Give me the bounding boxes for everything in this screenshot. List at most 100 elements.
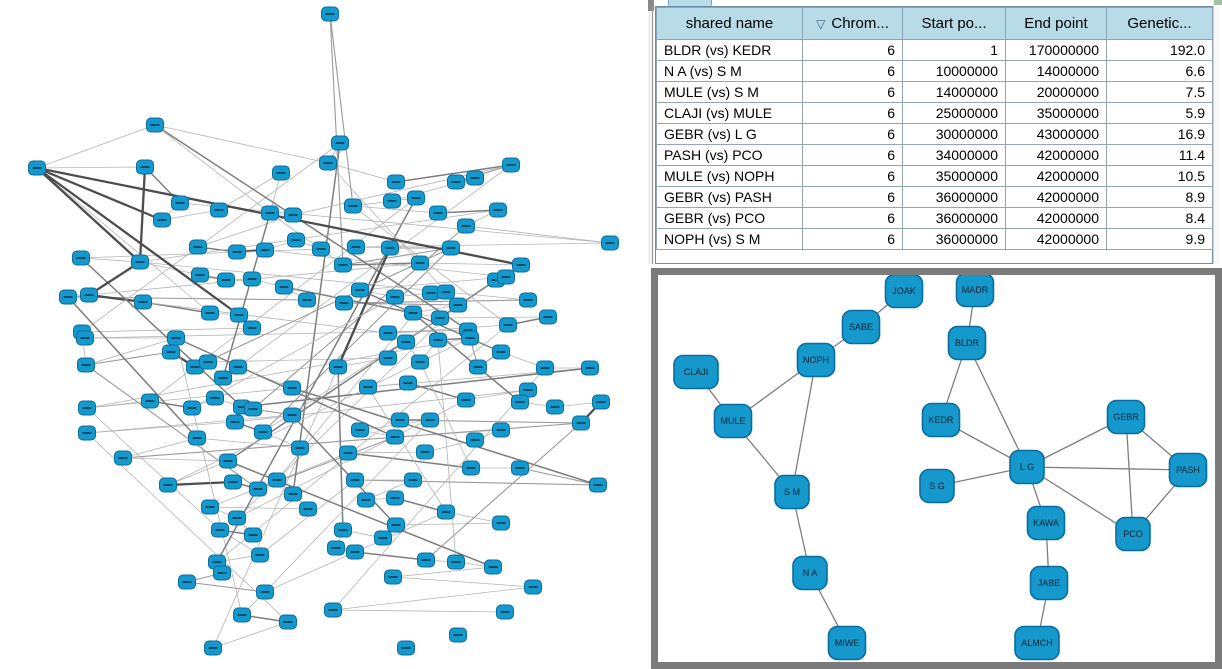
- cell-genetic[interactable]: 192.0: [1106, 39, 1213, 61]
- cell-start-position[interactable]: 14000000: [902, 81, 1006, 103]
- table-row[interactable]: GEBR (vs) PASH 6 36000000 42000000 8.9: [656, 186, 1213, 208]
- detail-edge[interactable]: [966, 342, 1028, 468]
- detail-node-mule[interactable]: MULE: [713, 403, 753, 439]
- detail-node-kedr[interactable]: KEDR: [921, 402, 961, 438]
- cell-shared-name[interactable]: GEBR (vs) PASH: [656, 186, 803, 208]
- detail-edge[interactable]: [1125, 416, 1134, 535]
- cell-shared-name[interactable]: CLAJI (vs) MULE: [656, 102, 803, 124]
- cell-start-position[interactable]: 36000000: [902, 186, 1006, 208]
- column-header-genetic[interactable]: Genetic...: [1106, 7, 1213, 40]
- cell-shared-name[interactable]: NOPH (vs) S M: [656, 228, 803, 250]
- detail-node-box[interactable]: [1026, 505, 1066, 541]
- cell-end-point[interactable]: 170000000: [1005, 39, 1107, 61]
- cell-start-position[interactable]: 30000000: [902, 123, 1006, 145]
- cell-start-position[interactable]: 35000000: [902, 165, 1006, 187]
- detail-node-box[interactable]: [792, 555, 828, 591]
- detail-node-pash[interactable]: PASH: [1168, 452, 1208, 488]
- detail-node-box[interactable]: [1106, 399, 1146, 435]
- cell-chromosome[interactable]: 6: [802, 102, 903, 124]
- table-row[interactable]: N A (vs) S M 6 10000000 14000000 6.6: [656, 60, 1213, 82]
- detail-node-box[interactable]: [947, 325, 987, 361]
- detail-node-madr[interactable]: MADR: [955, 275, 995, 308]
- cell-end-point[interactable]: 43000000: [1005, 123, 1107, 145]
- detail-node-box[interactable]: [1168, 452, 1208, 488]
- cell-end-point[interactable]: 42000000: [1005, 165, 1107, 187]
- table-row[interactable]: MULE (vs) NOPH 6 35000000 42000000 10.5: [656, 165, 1213, 187]
- detail-node-pco[interactable]: PCO: [1115, 516, 1151, 552]
- table-row[interactable]: NOPH (vs) S M 6 36000000 42000000 9.9: [656, 228, 1213, 250]
- table-row[interactable]: BLDR (vs) KEDR 6 1 170000000 192.0: [656, 39, 1213, 61]
- column-header-end-point[interactable]: End point: [1005, 7, 1107, 40]
- cell-chromosome[interactable]: 6: [802, 81, 903, 103]
- detail-node-n-a[interactable]: N A: [792, 555, 828, 591]
- column-header-chromosome[interactable]: ▽ Chrom...: [802, 7, 903, 40]
- cell-chromosome[interactable]: 6: [802, 207, 903, 229]
- overview-network-canvas[interactable]: [0, 0, 648, 669]
- cell-genetic[interactable]: 16.9: [1106, 123, 1213, 145]
- detail-node-s-m[interactable]: S M: [774, 474, 810, 510]
- cell-chromosome[interactable]: 6: [802, 123, 903, 145]
- cell-chromosome[interactable]: 6: [802, 186, 903, 208]
- cell-genetic[interactable]: 8.9: [1106, 186, 1213, 208]
- cell-shared-name[interactable]: GEBR (vs) L G: [656, 123, 803, 145]
- cell-start-position[interactable]: 10000000: [902, 60, 1006, 82]
- detail-node-box[interactable]: [1014, 625, 1060, 661]
- detail-node-box[interactable]: [673, 354, 719, 390]
- cell-chromosome[interactable]: 6: [802, 165, 903, 187]
- detail-edge[interactable]: [791, 359, 817, 493]
- cell-genetic[interactable]: 6.6: [1106, 60, 1213, 82]
- cell-chromosome[interactable]: 6: [802, 39, 903, 61]
- cell-shared-name[interactable]: PASH (vs) PCO: [656, 144, 803, 166]
- cell-genetic[interactable]: 10.5: [1106, 165, 1213, 187]
- detail-node-almch[interactable]: ALMCH: [1014, 625, 1060, 661]
- column-header-start-position[interactable]: Start po...: [902, 7, 1006, 40]
- detail-node-box[interactable]: [796, 342, 836, 378]
- cell-genetic[interactable]: 7.5: [1106, 81, 1213, 103]
- cell-end-point[interactable]: 42000000: [1005, 144, 1107, 166]
- cell-end-point[interactable]: 42000000: [1005, 228, 1107, 250]
- cell-chromosome[interactable]: 6: [802, 144, 903, 166]
- detail-node-box[interactable]: [955, 275, 995, 308]
- cell-end-point[interactable]: 14000000: [1005, 60, 1107, 82]
- detail-node-box[interactable]: [841, 309, 881, 345]
- cell-end-point[interactable]: 35000000: [1005, 102, 1107, 124]
- detail-node-claji[interactable]: CLAJI: [673, 354, 719, 390]
- table-row[interactable]: GEBR (vs) PCO 6 36000000 42000000 8.4: [656, 207, 1213, 229]
- detail-node-kawa[interactable]: KAWA: [1026, 505, 1066, 541]
- cell-genetic[interactable]: 5.9: [1106, 102, 1213, 124]
- cell-shared-name[interactable]: N A (vs) S M: [656, 60, 803, 82]
- cell-shared-name[interactable]: MULE (vs) S M: [656, 81, 803, 103]
- cell-start-position[interactable]: 34000000: [902, 144, 1006, 166]
- cell-start-position[interactable]: 1: [902, 39, 1006, 61]
- cell-shared-name[interactable]: MULE (vs) NOPH: [656, 165, 803, 187]
- detail-node-box[interactable]: [1029, 565, 1069, 601]
- detail-node-bldr[interactable]: BLDR: [947, 325, 987, 361]
- table-row[interactable]: GEBR (vs) L G 6 30000000 43000000 16.9: [656, 123, 1213, 145]
- detail-node-gebr[interactable]: GEBR: [1106, 399, 1146, 435]
- detail-node-box[interactable]: [1009, 449, 1045, 485]
- filter-icon[interactable]: ▽: [816, 17, 826, 31]
- detail-node-l-g[interactable]: L G: [1009, 449, 1045, 485]
- cell-genetic[interactable]: 9.9: [1106, 228, 1213, 250]
- table-row[interactable]: PASH (vs) PCO 6 34000000 42000000 11.4: [656, 144, 1213, 166]
- detail-edge[interactable]: [1026, 466, 1134, 535]
- detail-edge[interactable]: [1026, 466, 1189, 471]
- detail-node-sabe[interactable]: SABE: [841, 309, 881, 345]
- detail-node-box[interactable]: [921, 402, 961, 438]
- detail-node-noph[interactable]: NOPH: [796, 342, 836, 378]
- cell-start-position[interactable]: 36000000: [902, 207, 1006, 229]
- table-vertical-scrollbar[interactable]: [1213, 6, 1219, 264]
- detail-node-box[interactable]: [919, 468, 955, 504]
- detail-node-s-g[interactable]: S G: [919, 468, 955, 504]
- cell-start-position[interactable]: 25000000: [902, 102, 1006, 124]
- cell-genetic[interactable]: 11.4: [1106, 144, 1213, 166]
- cell-end-point[interactable]: 20000000: [1005, 81, 1107, 103]
- cell-end-point[interactable]: 42000000: [1005, 186, 1107, 208]
- cell-end-point[interactable]: 42000000: [1005, 207, 1107, 229]
- cell-chromosome[interactable]: 6: [802, 60, 903, 82]
- table-row[interactable]: MULE (vs) S M 6 14000000 20000000 7.5: [656, 81, 1213, 103]
- detail-node-box[interactable]: [713, 403, 753, 439]
- detail-node-box[interactable]: [827, 625, 867, 661]
- detail-node-box[interactable]: [774, 474, 810, 510]
- detail-node-joak[interactable]: JOAK: [884, 275, 924, 309]
